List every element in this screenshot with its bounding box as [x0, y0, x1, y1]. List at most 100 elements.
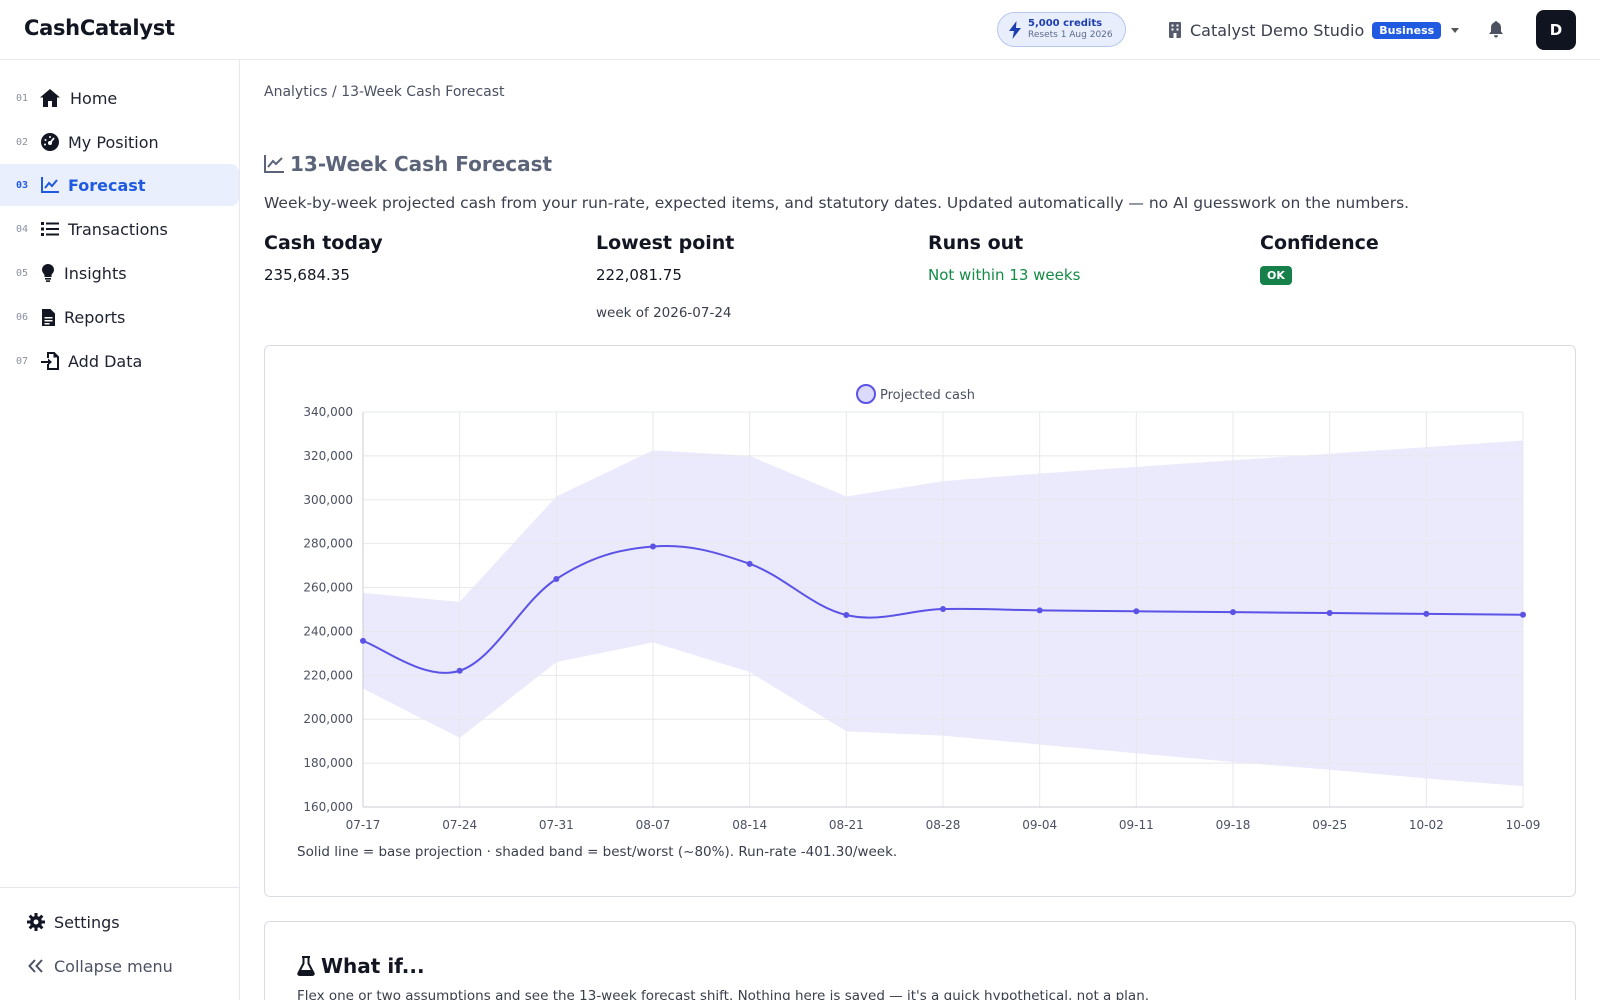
x-tick-label: 09-18 [1216, 818, 1251, 832]
data-point [1423, 610, 1430, 617]
data-point [1230, 609, 1236, 616]
stat-label: Cash today [264, 232, 383, 254]
sidebar-item-label: Insights [64, 263, 127, 283]
home-icon [40, 88, 60, 108]
what-if-description: Flex one or two assumptions and see the … [297, 988, 1150, 1000]
x-tick-label: 08-21 [829, 818, 864, 832]
chart-line-icon [40, 175, 60, 195]
data-point [553, 575, 560, 582]
x-tick-label: 07-17 [346, 818, 381, 832]
data-point [1520, 611, 1526, 618]
data-point [650, 543, 656, 550]
credits-amount: 5,000 credits [1028, 18, 1103, 29]
chevron-down-icon [1451, 27, 1460, 33]
org-name: Catalyst Demo Studio [1190, 20, 1365, 40]
x-tick-label: 09-04 [1022, 818, 1057, 832]
chart-line-icon [264, 155, 284, 173]
nav-number: 06 [16, 311, 29, 323]
data-point [456, 667, 463, 674]
stat-label: Confidence [1260, 232, 1379, 254]
forecast-chart-card: 340,000 320,000 300,000 280,000 260,000 240,0… [264, 345, 1576, 897]
data-point [1036, 607, 1043, 614]
chart-note: Solid line = base projection · shaded ba… [297, 844, 898, 860]
x-tick-label: 09-25 [1312, 818, 1347, 832]
x-tick-label: 10-02 [1409, 818, 1444, 832]
sidebar-item-label: Transactions [68, 219, 168, 239]
x-tick-label: 08-07 [636, 818, 671, 832]
what-if-card: What if... Flex one or two assumptions a… [264, 921, 1576, 1000]
data-point [746, 560, 753, 567]
legend-marker [856, 384, 876, 404]
y-tick-label: 240,000 [303, 624, 353, 638]
page-title: 13-Week Cash Forecast [264, 152, 552, 176]
org-switcher[interactable]: Catalyst Demo Studio Business [1168, 18, 1460, 42]
what-if-title: What if... [297, 954, 425, 978]
collapse-label: Collapse menu [54, 956, 173, 976]
stat-cash-today: Cash today 235,684.35 [264, 232, 584, 284]
stat-label: Runs out [928, 232, 1024, 254]
sidebar-item-add-data[interactable]: 07 Add Data [0, 340, 239, 382]
sidebar-item-label: My Position [68, 132, 159, 152]
import-icon [40, 351, 60, 371]
nav-number: 03 [16, 179, 29, 191]
page-subtitle: Week-by-week projected cash from your ru… [264, 194, 1410, 212]
legend-label: Projected cash [880, 388, 975, 403]
x-tick-label: 08-28 [926, 818, 961, 832]
y-tick-label: 260,000 [303, 581, 353, 595]
sidebar-item-my-position[interactable]: 02 My Position [0, 121, 239, 163]
document-icon [38, 307, 58, 327]
sidebar-item-label: Home [70, 88, 118, 108]
credits-pill[interactable]: 5,000 credits Resets 1 Aug 2026 [997, 12, 1126, 47]
settings-label: Settings [54, 912, 120, 932]
lightbulb-icon [38, 263, 58, 283]
flask-icon [297, 956, 315, 976]
user-avatar[interactable]: D [1536, 10, 1576, 50]
collapse-menu-button[interactable]: Collapse menu [0, 948, 239, 984]
x-tick-label: 08-14 [732, 818, 767, 832]
stat-value: 235,684.35 [264, 266, 350, 284]
sidebar-item-transactions[interactable]: 04 Transactions [0, 208, 239, 250]
x-tick-label: 07-24 [442, 818, 477, 832]
sidebar-item-home[interactable]: 01 Home [0, 77, 239, 119]
y-tick-label: 320,000 [303, 449, 353, 463]
stat-value: 222,081.75 [596, 266, 682, 284]
y-tick-label: 340,000 [303, 405, 353, 419]
building-icon [1169, 22, 1181, 38]
page-title-text: 13-Week Cash Forecast [290, 152, 553, 176]
chevrons-left-icon [26, 956, 46, 976]
plan-badge: Business [1372, 21, 1442, 39]
what-if-title-text: What if... [321, 954, 425, 978]
sidebar-item-forecast[interactable]: 03 Forecast [0, 164, 239, 206]
nav-number: 05 [16, 267, 29, 279]
data-point [1133, 608, 1140, 615]
sidebar-item-insights[interactable]: 05 Insights [0, 252, 239, 294]
settings-button[interactable]: Settings [0, 904, 239, 940]
credits-reset: Resets 1 Aug 2026 [1028, 30, 1113, 40]
list-icon [40, 219, 60, 239]
confidence-badge: OK [1260, 266, 1292, 285]
bell-icon[interactable] [1488, 21, 1504, 38]
sidebar-item-reports[interactable]: 06 Reports [0, 296, 239, 338]
breadcrumb[interactable]: Analytics / 13-Week Cash Forecast [264, 84, 505, 100]
sidebar-item-label: Add Data [68, 351, 143, 371]
sidebar-item-label: Reports [64, 307, 126, 327]
x-tick-label: 09-11 [1119, 818, 1154, 832]
stat-runs-out: Runs out Not within 13 weeks [928, 232, 1248, 284]
top-bar: CashCatalyst 5,000 credits Resets 1 Aug … [0, 0, 1600, 60]
y-tick-label: 180,000 [303, 756, 353, 770]
brand-logo[interactable]: CashCatalyst [24, 16, 175, 40]
x-tick-label: 07-31 [539, 818, 574, 832]
y-tick-label: 160,000 [303, 800, 353, 814]
nav-number: 02 [16, 136, 29, 148]
data-point [1326, 610, 1333, 617]
stat-confidence: Confidence OK [1260, 232, 1580, 285]
stat-value: Not within 13 weeks [928, 266, 1081, 284]
stat-subtext: week of 2026-07-24 [596, 305, 732, 321]
nav-number: 01 [16, 92, 29, 104]
sidebar-item-label: Forecast [68, 175, 146, 195]
nav-number: 04 [16, 223, 29, 235]
y-tick-label: 200,000 [303, 712, 353, 726]
y-tick-label: 280,000 [303, 537, 353, 551]
y-tick-label: 300,000 [303, 493, 353, 507]
nav-number: 07 [16, 355, 29, 367]
